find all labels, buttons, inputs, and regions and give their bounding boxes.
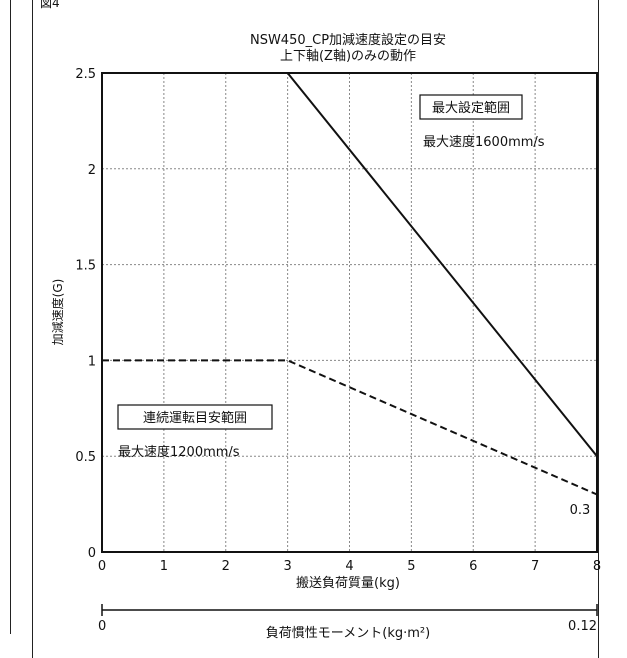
- continuous-speed-label: 最大速度1200mm/s: [118, 444, 240, 460]
- x-tick-label: 5: [407, 559, 415, 574]
- x-tick-label: 3: [283, 559, 291, 574]
- x-axis-label: 搬送負荷質量(kg): [296, 576, 400, 591]
- max-range-label: 最大設定範囲: [432, 100, 510, 116]
- x-tick-label: 7: [531, 559, 539, 574]
- grid-lines: [102, 73, 597, 552]
- x-tick-label: 4: [345, 559, 353, 574]
- plot-area: [101, 72, 598, 553]
- continuous-range-label-box: [117, 404, 273, 430]
- x-tick-label: 1: [160, 559, 168, 574]
- x-tick-label: 0: [98, 559, 106, 574]
- x-tick-labels: 0 1 2 3 4 5 6 7 8: [98, 559, 601, 574]
- series-lines: [102, 72, 598, 496]
- y-tick-label: 2: [88, 163, 96, 178]
- chart-subtitle: 上下軸(Z軸)のみの動作: [280, 49, 416, 64]
- series-continuous-line: [102, 359, 598, 496]
- x-tick-label: 2: [222, 559, 230, 574]
- y-tick-label: 1.5: [75, 259, 96, 274]
- y-tick-label: 0.5: [75, 450, 96, 465]
- chart-title: NSW450_CP加減速度設定の目安: [250, 32, 446, 48]
- y-tick-labels: 0 0.5 1 1.5 2 2.5: [75, 67, 96, 561]
- x-tick-label: 8: [593, 559, 601, 574]
- figure-frame: [32, 0, 599, 658]
- end-value-label: 0.3: [570, 503, 591, 518]
- y-tick-label: 2.5: [75, 67, 96, 82]
- max-speed-label: 最大速度1600mm/s: [423, 134, 545, 150]
- continuous-range-label: 連続運転目安範囲: [143, 411, 247, 426]
- y-axis-label: 加減速度(G): [50, 279, 65, 346]
- series-max-setting-line: [102, 72, 598, 457]
- secondary-axis-label: 負荷慣性モーメント(kg·m²): [266, 625, 430, 641]
- left-panel-border: [0, 0, 11, 634]
- y-tick-label: 1: [88, 354, 96, 369]
- secondary-axis-min-label: 0: [98, 619, 106, 634]
- x-tick-label: 6: [469, 559, 477, 574]
- max-range-label-box: [419, 94, 523, 120]
- figure-number: 図4: [40, 0, 60, 10]
- y-tick-label: 0: [88, 546, 96, 561]
- secondary-axis-max-label: 0.12: [568, 619, 597, 634]
